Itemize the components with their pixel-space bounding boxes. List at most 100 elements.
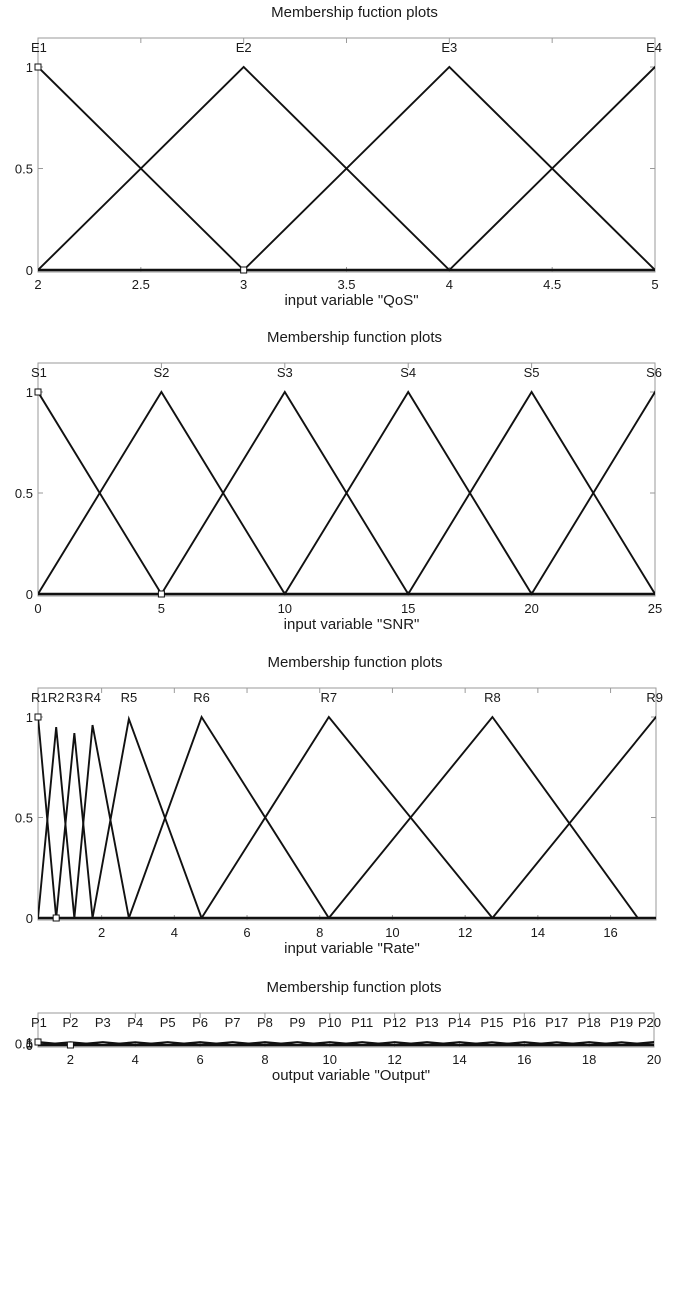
x-tick-label: 6 [243,925,250,940]
series-label-p11: P11 [351,1015,373,1030]
series-label-p4: P4 [127,1015,143,1030]
axes-box [37,687,657,921]
x-tick-label: 18 [582,1052,596,1067]
membership-line-r6 [127,714,330,919]
series-label-p10: P10 [318,1015,341,1030]
y-tick-label: 0.5 [15,811,33,826]
series-group [38,65,655,271]
series-label-s2: S2 [153,365,169,380]
series-label-r6: R6 [193,690,210,705]
x-tick-label: 2.5 [132,277,150,292]
membership-line-e1 [38,65,245,271]
series-label-e3: E3 [441,40,457,55]
x-tick-label: 2 [34,277,41,292]
x-tick-label: 8 [261,1052,268,1067]
membership-line-e2 [38,65,450,271]
x-tick-label: 4.5 [543,277,561,292]
membership-line-e3 [243,65,655,271]
x-tick-label: 16 [603,925,617,940]
chart-title: Membership function plots [267,654,442,671]
chart-title: Membership function plots [266,979,441,996]
membership-line-p15 [459,1041,525,1046]
membership-line-p13 [394,1041,460,1046]
y-tick-label: 0 [26,263,33,278]
x-tick-label: 14 [452,1052,466,1067]
x-axis-label: output variable "Output" [272,1067,430,1084]
x-axis-label: input variable "SNR" [284,616,420,633]
membership-line-r2 [38,726,76,919]
membership-line-s2 [38,390,286,595]
y-tick-label: 1 [26,60,33,75]
x-tick-label: 3.5 [337,277,355,292]
membership-line-s6 [530,390,655,595]
membership-line-r9 [491,715,656,919]
membership-line-s4 [283,390,533,595]
x-tick-label: 4 [171,925,178,940]
x-tick-label: 5 [651,277,658,292]
series-label-r5: R5 [121,690,138,705]
series-label-r1: R1 [31,690,48,705]
membership-line-s1 [38,390,163,595]
chart-title: Membership fuction plots [271,4,438,21]
series-label-p5: P5 [160,1015,176,1030]
series-label-p15: P15 [480,1015,503,1030]
membership-line-p10 [297,1041,363,1046]
selected-vertex-marker [34,1038,42,1046]
axes-box [37,362,656,597]
axes-box [37,37,656,273]
chart-panel: Membership fuction plots 0 0.5 1 2 2.5 3 3.5 4 4.… [15,4,662,309]
x-tick-label: 8 [316,925,323,940]
y-tick-label: 0.5 [15,486,33,501]
membership-line-p20 [621,1041,654,1046]
membership-line-r8 [328,715,639,919]
axes-box [37,1012,655,1048]
x-tick-label: 4 [446,277,453,292]
series-label-s3: S3 [277,365,293,380]
series-label-s4: S4 [400,365,416,380]
series-label-p3: P3 [95,1015,111,1030]
membership-line-p19 [589,1041,654,1046]
series-label-r3: R3 [66,690,83,705]
series-label-p8: P8 [257,1015,273,1030]
x-tick-label: 2 [98,925,105,940]
series-label-s6: S6 [646,365,662,380]
x-tick-label: 14 [531,925,545,940]
series-label-p17: P17 [545,1015,568,1030]
series-label-r2: R2 [48,690,65,705]
x-tick-label: 12 [387,1052,401,1067]
series-label-r9: R9 [646,690,663,705]
series-label-p12: P12 [383,1015,406,1030]
selected-vertex-marker [34,63,42,71]
series-label-r4: R4 [84,690,101,705]
series-label-p2: P2 [62,1015,78,1030]
selected-vertex-marker [66,1041,74,1049]
x-tick-label: 16 [517,1052,531,1067]
membership-line-r3 [55,732,94,919]
series-label-e2: E2 [236,40,252,55]
series-label-p18: P18 [578,1015,601,1030]
membership-line-s3 [160,390,410,595]
series-label-p7: P7 [225,1015,241,1030]
x-tick-label: 20 [524,601,538,616]
series-group [38,1041,654,1046]
series-label-p6: P6 [192,1015,208,1030]
membership-line-p4 [102,1041,168,1046]
membership-line-r4 [73,724,130,919]
series-label-p14: P14 [448,1015,471,1030]
membership-line-p11 [329,1041,395,1046]
x-axis-label: input variable "Rate" [284,940,420,957]
x-tick-label: 6 [196,1052,203,1067]
x-tick-label: 20 [647,1052,661,1067]
series-label-p20: P20 [638,1015,661,1030]
membership-line-p6 [167,1041,233,1046]
series-label-e4: E4 [646,40,662,55]
series-group [38,714,656,919]
x-tick-label: 5 [158,601,165,616]
x-tick-label: 25 [648,601,662,616]
x-tick-label: 0 [34,601,41,616]
series-label-p19: P19 [610,1015,633,1030]
x-tick-label: 10 [323,1052,337,1067]
